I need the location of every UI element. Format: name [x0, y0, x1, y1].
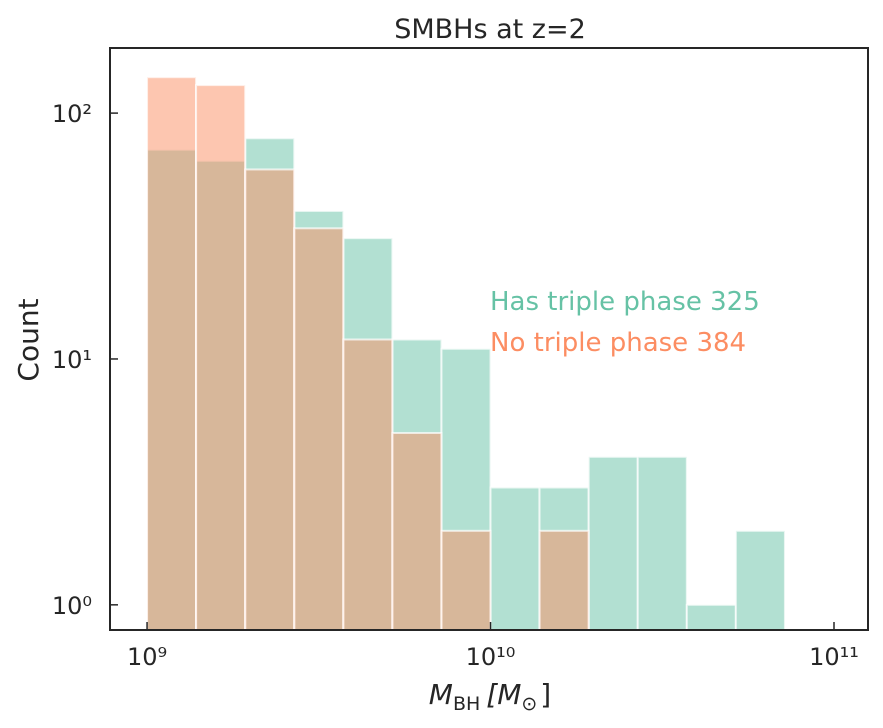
x-label-symbol: M	[429, 678, 453, 711]
y-axis-label: Count	[12, 298, 45, 381]
bar	[734, 529, 786, 631]
bar	[195, 84, 247, 631]
bar	[489, 486, 541, 631]
x-tick-label: 10¹⁰	[466, 643, 516, 671]
bar	[440, 529, 492, 631]
x-label-bracket: ]	[540, 678, 551, 711]
bar	[293, 227, 345, 631]
chart-title: SMBHs at z=2	[394, 14, 586, 45]
x-label-unit-sub: ⊙	[521, 693, 537, 715]
bar	[342, 338, 394, 631]
bar	[636, 455, 688, 631]
annotation: Has triple phase 325	[490, 287, 760, 317]
y-tick-label: 10¹	[52, 346, 92, 374]
bar	[587, 455, 639, 631]
x-tick-label: 10⁹	[127, 643, 167, 671]
bar	[244, 168, 296, 631]
x-axis-label: MBH [M⊙]	[429, 678, 551, 715]
y-tick-label: 10²	[52, 100, 92, 128]
bar	[685, 603, 737, 632]
axes-frame	[109, 47, 869, 631]
x-label-unit: [M	[486, 678, 521, 711]
x-tick-label: 10¹¹	[809, 643, 859, 671]
y-tick-label: 10⁰	[52, 592, 92, 620]
annotation: No triple phase 384	[490, 328, 746, 358]
bar	[391, 431, 443, 631]
x-label-subscript: BH	[453, 693, 480, 715]
bar	[538, 529, 590, 631]
bar	[146, 76, 198, 631]
